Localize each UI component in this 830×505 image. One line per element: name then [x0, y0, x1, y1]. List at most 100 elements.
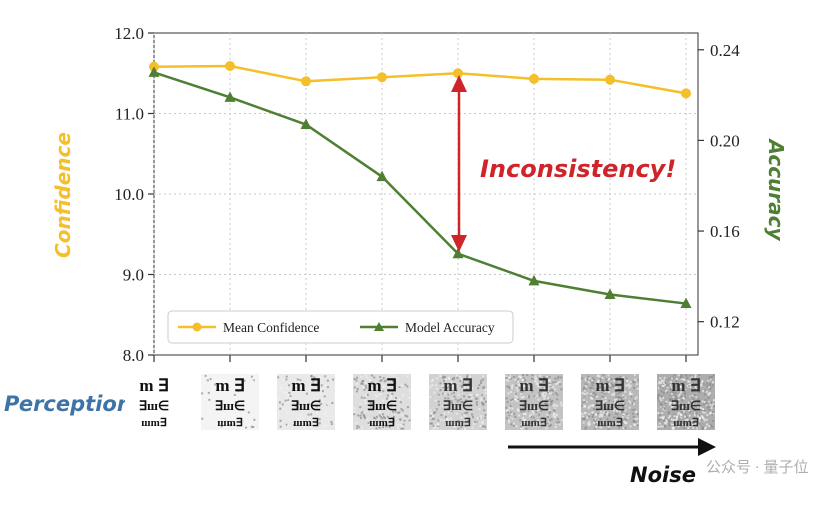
noise-speckle — [614, 401, 617, 404]
noise-speckle — [695, 379, 698, 382]
noise-speckle — [363, 388, 366, 391]
noise-speckle — [680, 413, 683, 416]
noise-speckle — [547, 408, 550, 411]
noise-speckle — [244, 417, 247, 420]
noise-speckle — [549, 403, 552, 406]
noise-speckle — [592, 387, 595, 390]
noise-speckle — [382, 399, 385, 402]
noise-speckle — [325, 424, 328, 427]
noise-speckle — [364, 384, 367, 387]
noise-speckle — [677, 419, 680, 422]
noise-speckle — [692, 426, 695, 429]
noise-speckle — [620, 397, 623, 400]
noise-speckle — [620, 378, 623, 381]
confidence-point — [377, 72, 387, 83]
noise-speckle — [456, 400, 459, 403]
noise-speckle — [408, 419, 411, 422]
noise-speckle — [628, 400, 631, 403]
noise-speckle — [525, 427, 528, 430]
noise-speckle — [704, 426, 707, 429]
noise-speckle — [586, 378, 589, 381]
noise-speckle — [279, 407, 282, 410]
noise-speckle — [431, 415, 434, 418]
noise-speckle — [447, 418, 450, 421]
noise-speckle — [677, 374, 680, 377]
noise-speckle — [660, 380, 663, 383]
noise-speckle — [549, 385, 552, 388]
noise-speckle — [668, 403, 671, 406]
noise-speckle — [625, 377, 628, 380]
optotype-row: m ∃ — [215, 376, 244, 395]
noise-speckle — [667, 383, 670, 386]
noise-speckle — [403, 418, 406, 421]
noise-speckle — [473, 422, 476, 425]
noise-speckle — [673, 400, 676, 403]
noise-speckle — [233, 393, 236, 396]
noise-speckle — [522, 377, 525, 380]
noise-speckle — [661, 412, 664, 415]
noise-speckle — [477, 387, 480, 390]
noise-speckle — [677, 407, 680, 410]
noise-speckle — [375, 415, 378, 418]
noise-speckle — [599, 403, 602, 406]
noise-speckle — [705, 403, 708, 406]
noise-speckle — [331, 401, 334, 404]
noise-speckle — [398, 411, 401, 414]
noise-speckle — [672, 419, 675, 422]
noise-speckle — [374, 417, 377, 420]
noise-speckle — [298, 380, 301, 383]
noise-speckle — [481, 422, 484, 425]
noise-speckle — [663, 421, 666, 424]
noise-speckle — [373, 423, 376, 426]
noise-speckle — [395, 397, 398, 400]
noise-speckle — [505, 406, 508, 409]
noise-speckle — [660, 425, 663, 428]
noise-speckle — [468, 395, 471, 398]
noise-speckle — [615, 380, 618, 383]
legend-marker-confidence — [192, 322, 202, 332]
noise-speckle — [353, 407, 356, 410]
noise-speckle — [353, 386, 356, 389]
noise-speckle — [370, 382, 373, 385]
noise-speckle — [524, 399, 527, 402]
noise-speckle — [636, 387, 639, 390]
y2-axis-label: Accuracy — [764, 137, 788, 241]
noise-speckle — [323, 397, 326, 400]
noise-speckle — [446, 417, 449, 420]
noise-speckle — [636, 379, 639, 382]
noise-speckle — [696, 415, 699, 418]
noise-speckle — [591, 379, 594, 382]
noise-speckle — [518, 375, 521, 378]
noise-speckle — [468, 375, 471, 378]
noise-speckle — [593, 418, 596, 421]
noise-speckle — [676, 399, 679, 402]
noise-speckle — [693, 411, 696, 414]
noise-speckle — [542, 379, 545, 382]
noise-speckle — [383, 385, 386, 388]
noise-speckle — [236, 387, 239, 390]
noise-speckle — [432, 417, 435, 420]
noise-speckle — [599, 426, 602, 429]
noise-speckle — [594, 392, 597, 395]
noise-speckle — [556, 393, 559, 396]
noise-speckle — [529, 413, 532, 416]
noise-speckle — [530, 386, 533, 389]
noise-speckle — [636, 424, 639, 427]
noise-speckle — [460, 385, 463, 388]
noise-speckle — [622, 427, 625, 430]
noise-speckle — [524, 406, 527, 409]
noise-speckle — [283, 407, 286, 410]
noise-speckle — [542, 395, 545, 398]
noise-speckle — [660, 390, 663, 393]
accuracy-point — [300, 118, 312, 130]
noise-speckle — [389, 374, 392, 377]
noise-speckle — [277, 376, 280, 379]
noise-speckle — [281, 403, 284, 406]
noise-speckle — [662, 425, 665, 428]
noise-speckle — [663, 425, 666, 428]
noise-speckle — [517, 409, 520, 412]
noise-speckle — [684, 424, 687, 427]
noise-speckle — [429, 412, 432, 415]
noise-speckle — [621, 385, 624, 388]
noise-speckle — [593, 378, 596, 381]
